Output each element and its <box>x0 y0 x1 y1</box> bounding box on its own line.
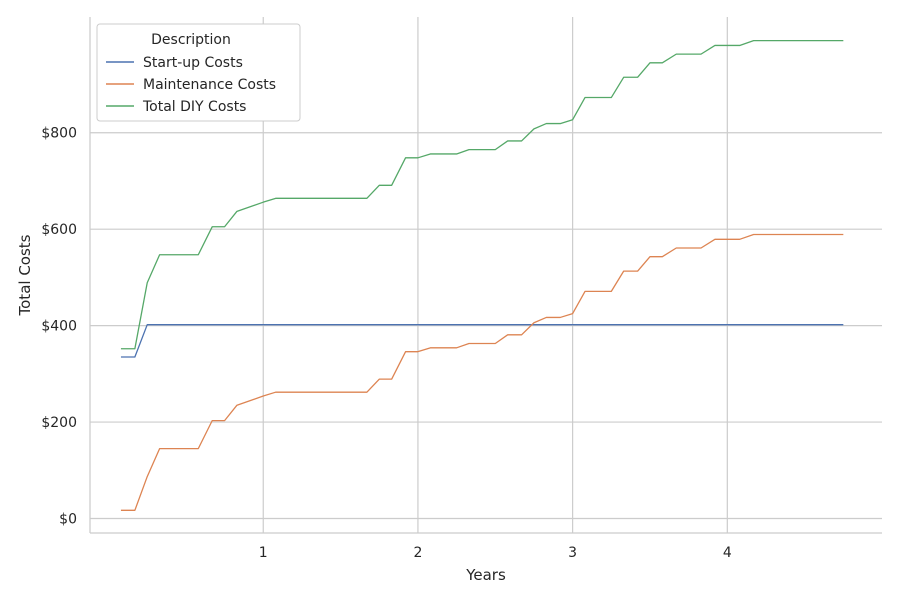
axes <box>89 17 882 534</box>
legend-label: Total DIY Costs <box>142 99 246 115</box>
y-axis-title: Total Costs <box>16 234 34 316</box>
series-lines <box>120 39 844 511</box>
legend-label: Maintenance Costs <box>143 77 276 93</box>
x-tick-label: 4 <box>723 545 732 561</box>
y-tick-labels: $0 $200 $400 $600 $800 <box>41 126 77 528</box>
series-line <box>120 324 844 358</box>
y-tick-label: $600 <box>41 222 77 238</box>
series-line <box>120 39 844 350</box>
legend: Description Start-up Costs Maintenance Co… <box>96 23 301 122</box>
x-axis-title: Years <box>465 566 506 584</box>
legend-label: Start-up Costs <box>143 55 243 71</box>
legend-title: Description <box>151 32 231 48</box>
x-tick-label: 3 <box>568 545 577 561</box>
x-tick-label: 1 <box>259 545 268 561</box>
y-tick-label: $200 <box>41 415 77 431</box>
legend-box <box>96 23 301 122</box>
x-tick-labels: 1 2 3 4 <box>259 545 732 561</box>
series-line <box>120 233 844 511</box>
x-tick-label: 2 <box>413 545 422 561</box>
legend-items: Start-up Costs Maintenance Costs Total DIY… <box>106 55 276 115</box>
y-tick-label: $800 <box>41 126 77 142</box>
grid <box>90 17 882 533</box>
y-tick-label: $400 <box>41 319 77 335</box>
y-tick-label: $0 <box>59 512 77 528</box>
